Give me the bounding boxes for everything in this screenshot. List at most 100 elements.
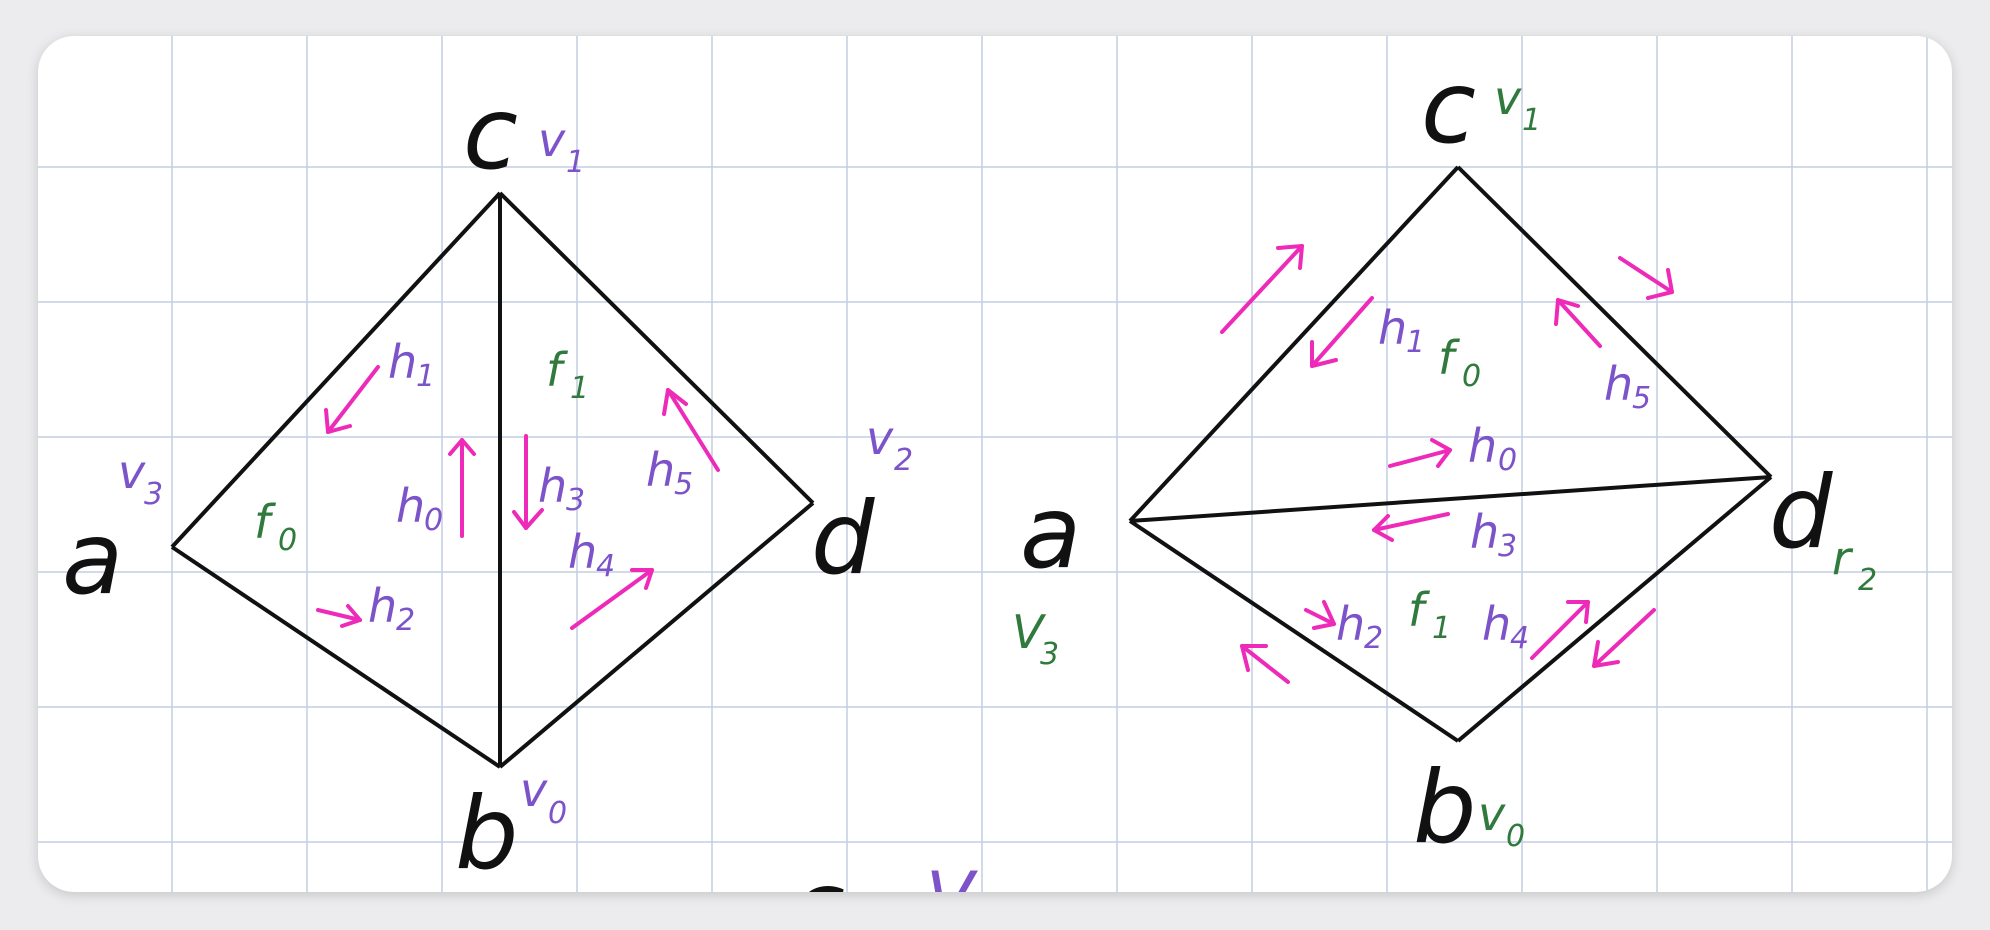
right-edge-bd (1456, 475, 1773, 743)
diagram-canvas: a b c d v 3 v 0 v 1 v 2 f 0 f 1 (38, 36, 1952, 892)
left-halfedge-h5: h 5 (646, 443, 693, 502)
svg-text:0: 0 (424, 503, 443, 538)
left-halfedge-arrows (316, 365, 720, 630)
right-halfedge-h1: h 1 (1378, 301, 1425, 360)
left-vertex-id-v0: v 0 (520, 763, 567, 831)
left-edge-ab (170, 545, 502, 769)
right-halfedge-arrows (1220, 244, 1674, 684)
svg-text:f: f (254, 495, 276, 549)
cutoff-vertex-c: c (790, 849, 845, 892)
left-vertex-id-v1: v 1 (538, 113, 585, 180)
left-edge-cd (498, 191, 815, 505)
svg-text:h: h (368, 579, 397, 633)
svg-text:2: 2 (396, 603, 415, 638)
right-edge-cd (1456, 165, 1773, 479)
left-halfedge-h2: h 2 (368, 579, 415, 638)
left-arrow-h0 (448, 438, 476, 538)
svg-text:v: v (118, 445, 146, 499)
right-arrow-h0 (1388, 438, 1452, 468)
svg-text:1: 1 (1406, 325, 1425, 360)
right-arrow-outer-ab (1240, 644, 1290, 684)
left-arrow-h1 (324, 365, 380, 434)
cutoff-vertex-id: V 1 (926, 857, 978, 892)
right-vertex-b: b (1413, 749, 1476, 866)
svg-text:0: 0 (1506, 819, 1525, 854)
svg-text:f: f (1408, 583, 1430, 637)
svg-text:h: h (1378, 301, 1407, 355)
right-halfedge-h0: h 0 (1468, 419, 1517, 478)
svg-text:1: 1 (1522, 103, 1541, 138)
svg-text:4: 4 (1510, 621, 1529, 656)
grid (38, 36, 1952, 892)
left-halfedge-h0: h 0 (396, 479, 443, 538)
cutoff-fragment: c V 1 (790, 849, 978, 892)
svg-text:h: h (388, 335, 417, 389)
svg-text:3: 3 (1040, 637, 1059, 672)
right-vertex-d: d (1769, 454, 1833, 571)
right-arrow-h3 (1372, 512, 1450, 542)
left-edge-ac (170, 191, 502, 549)
svg-text:h: h (1468, 419, 1497, 473)
right-halfedge-h2: h 2 (1336, 597, 1383, 656)
left-edge-bd (498, 501, 815, 769)
left-arrow-h5 (662, 388, 720, 472)
svg-text:1: 1 (570, 371, 589, 406)
left-face-f0: f 0 (254, 495, 297, 558)
left-vertex-id-v2: v 2 (866, 411, 913, 478)
svg-text:V: V (1012, 605, 1047, 659)
right-arrow-outer-cd (1618, 256, 1674, 300)
left-halfedge-h4: h 4 (568, 525, 615, 584)
left-face-f1: f 1 (546, 343, 589, 406)
svg-text:f: f (546, 343, 568, 397)
right-halfedge-h5: h 5 (1604, 357, 1651, 416)
left-halfedge-h1: h 1 (388, 335, 435, 394)
svg-text:v: v (520, 763, 548, 817)
left-halfedge-h3: h 3 (538, 459, 585, 518)
left-arrow-h4 (570, 568, 654, 630)
svg-text:h: h (568, 525, 597, 579)
svg-text:5: 5 (1632, 381, 1651, 416)
right-edge-ad (1129, 475, 1772, 523)
right-edge-ab (1128, 519, 1460, 743)
left-vertex-d: d (811, 480, 875, 597)
svg-text:h: h (646, 443, 675, 497)
svg-text:h: h (538, 459, 567, 513)
svg-text:h: h (396, 479, 425, 533)
right-vertex-id-v0: v 0 (1478, 787, 1525, 854)
right-arrow-outer-ac (1220, 244, 1304, 334)
notes-canvas: a b c d v 3 v 0 v 1 v 2 f 0 f 1 (38, 36, 1952, 892)
svg-text:3: 3 (1498, 529, 1517, 564)
svg-text:v: v (1478, 787, 1506, 841)
svg-text:2: 2 (1858, 563, 1877, 598)
svg-text:h: h (1470, 505, 1499, 559)
left-vertex-b: b (455, 775, 518, 892)
svg-text:f: f (1438, 331, 1460, 385)
right-halfedge-h4: h 4 (1482, 597, 1529, 656)
right-edges (1128, 165, 1773, 743)
left-vertex-id-v3: v 3 (118, 445, 163, 512)
svg-text:5: 5 (674, 467, 693, 502)
right-vertex-id-v1: v 1 (1494, 71, 1541, 138)
right-halfedge-h3: h 3 (1470, 505, 1517, 564)
svg-text:h: h (1482, 597, 1511, 651)
left-vertex-c: c (463, 75, 518, 192)
right-vertex-id-v2: r 2 (1832, 531, 1877, 598)
right-arrow-h4 (1530, 600, 1590, 660)
right-vertex-id-v3: V 3 (1012, 605, 1059, 672)
svg-text:h: h (1604, 357, 1633, 411)
svg-text:0: 0 (1498, 443, 1517, 478)
right-edge-ac (1128, 165, 1460, 523)
left-arrow-h2 (316, 604, 362, 628)
svg-text:2: 2 (894, 443, 913, 478)
left-mesh: a b c d v 3 v 0 v 1 v 2 f 0 f 1 (62, 75, 913, 892)
right-vertex-a: a (1020, 474, 1081, 591)
svg-text:0: 0 (1462, 359, 1481, 394)
right-arrow-h2 (1304, 600, 1336, 630)
svg-text:V: V (926, 857, 978, 892)
svg-text:h: h (1336, 597, 1365, 651)
left-vertex-a: a (62, 500, 123, 617)
svg-text:v: v (538, 113, 566, 167)
right-arrow-outer-bd (1592, 608, 1656, 668)
svg-text:1: 1 (416, 359, 435, 394)
left-arrow-h3 (512, 434, 544, 530)
